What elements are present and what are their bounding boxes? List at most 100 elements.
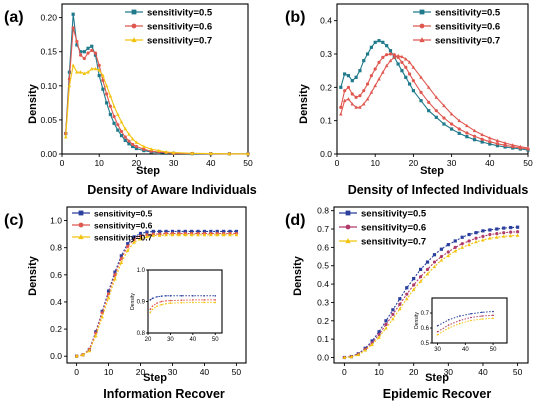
- data-point: [457, 118, 461, 123]
- data-point: [132, 237, 136, 242]
- series-3: [74, 232, 239, 358]
- data-point: [457, 131, 461, 135]
- data-point: [362, 59, 366, 63]
- series-line: [340, 53, 529, 150]
- x-tick-label: 0: [342, 367, 347, 377]
- data-point: [131, 144, 135, 149]
- data-point: [209, 229, 213, 234]
- inset-data-point: [203, 295, 205, 297]
- x-tick-label: 10: [374, 367, 384, 377]
- data-point: [480, 132, 484, 137]
- inset-data-point: [151, 297, 154, 300]
- inset-data-point: [436, 330, 439, 333]
- data-point: [502, 231, 506, 235]
- data-point: [480, 140, 484, 144]
- data-point: [427, 100, 431, 104]
- data-point: [177, 232, 181, 237]
- data-point: [343, 89, 347, 93]
- data-point: [138, 231, 143, 236]
- data-point: [79, 50, 83, 54]
- data-point: [90, 66, 94, 71]
- data-point: [356, 352, 361, 357]
- legend-entry: sensitivity=0.7: [72, 233, 153, 243]
- data-point: [405, 286, 409, 290]
- data-point: [509, 230, 513, 234]
- inset-data-point: [156, 302, 158, 304]
- data-point: [132, 240, 136, 244]
- data-point: [342, 98, 347, 103]
- inset-data-point: [192, 301, 194, 304]
- data-point: [346, 85, 351, 89]
- data-point: [202, 232, 207, 237]
- data-point: [75, 39, 79, 44]
- data-point: [392, 55, 397, 59]
- data-point: [412, 276, 416, 281]
- data-point: [228, 232, 232, 237]
- legend-entry: sensitivity=0.5: [72, 209, 153, 219]
- legend-label: sensitivity=0.5: [94, 209, 153, 219]
- panel-label: (a): [4, 9, 24, 26]
- data-point: [405, 292, 409, 296]
- x-tick-label: 50: [232, 367, 242, 377]
- legend-entry: sensitivity=0.6: [413, 22, 500, 33]
- data-point: [453, 245, 457, 249]
- data-point: [116, 128, 120, 132]
- inset-x-tick-label: 50: [490, 347, 497, 353]
- data-point: [63, 135, 68, 139]
- data-point: [432, 260, 437, 264]
- data-point: [411, 89, 415, 93]
- inset-y-tick-label: 0.5: [421, 341, 430, 347]
- legend-label: sensitivity=0.5: [147, 8, 213, 19]
- data-point: [474, 231, 478, 235]
- inset-y-tick-label: 0.9: [137, 300, 146, 306]
- y-axis-title: Density: [27, 255, 39, 296]
- chart-caption: Epidemic Recover: [383, 387, 492, 401]
- inset-data-point: [160, 303, 163, 306]
- data-point: [481, 229, 485, 233]
- data-point: [86, 51, 90, 55]
- inset-data-point: [214, 295, 217, 297]
- inset-data-point: [203, 299, 205, 301]
- data-point: [127, 139, 131, 143]
- inset-data-point: [165, 302, 167, 305]
- data-point: [339, 112, 343, 116]
- y-tick-label: 0.7: [317, 224, 329, 234]
- data-point: [446, 253, 451, 258]
- inset-y-tick-label: 0.7: [421, 311, 430, 317]
- data-point: [221, 232, 226, 237]
- legend-entry: sensitivity=0.5: [125, 8, 213, 19]
- data-point: [363, 348, 367, 352]
- data-point: [373, 40, 377, 44]
- data-point: [127, 142, 131, 146]
- data-point: [79, 53, 83, 57]
- data-point: [105, 101, 109, 105]
- inset-data-point: [156, 295, 158, 298]
- data-point: [419, 90, 423, 94]
- data-point: [234, 229, 239, 234]
- inset-series-line: [149, 299, 216, 310]
- data-point: [113, 273, 117, 277]
- inset-data-point: [214, 301, 217, 304]
- data-point: [156, 148, 161, 153]
- data-point: [82, 50, 86, 54]
- data-point: [131, 37, 137, 43]
- data-point: [78, 222, 84, 228]
- data-point: [432, 264, 437, 269]
- data-point: [202, 229, 207, 234]
- data-point: [126, 242, 130, 246]
- y-tick-label: 0.1: [317, 334, 329, 344]
- data-point: [419, 23, 425, 29]
- series-3: [339, 53, 530, 150]
- x-tick-label: 20: [132, 158, 142, 168]
- data-point: [446, 243, 450, 247]
- inset-series-line: [437, 311, 494, 327]
- chart-panel-b: 0 10 20 30 40 50 0.0 0.1 0.2 0.3 0.4 Step Density (b)…: [285, 3, 533, 197]
- data-point: [215, 232, 219, 237]
- inset-x-tick-label: 20: [145, 337, 152, 343]
- data-point: [71, 63, 75, 67]
- data-point: [502, 226, 506, 230]
- data-point: [86, 46, 90, 50]
- data-point: [381, 55, 385, 59]
- data-point: [125, 248, 130, 252]
